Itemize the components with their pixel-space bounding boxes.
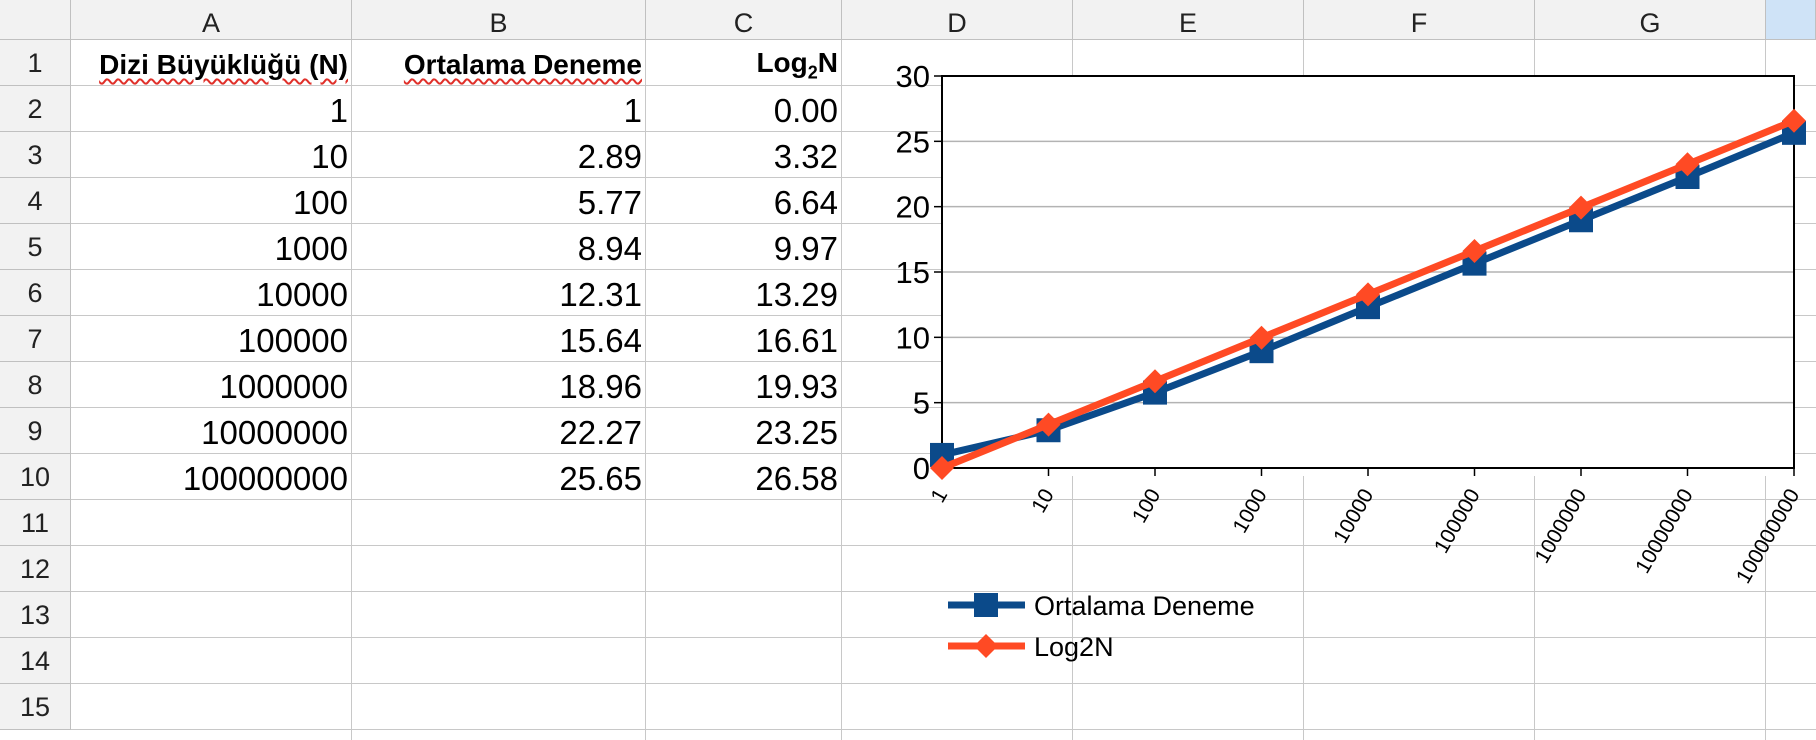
column-header-g[interactable]: G (1535, 0, 1766, 40)
cell-b10[interactable]: 25.65 (559, 460, 642, 497)
legend-square-icon (974, 593, 998, 617)
y-tick-label: 15 (896, 255, 930, 290)
row-header-6[interactable]: 6 (0, 270, 71, 316)
column-header-e[interactable]: E (1073, 0, 1304, 40)
cell-a1[interactable]: Dizi Büyüklüğü (N) (71, 40, 352, 86)
cell-b1[interactable]: Ortalama Deneme (352, 40, 646, 86)
diamond-marker (1356, 282, 1380, 307)
x-tick-label: 1000 (1229, 485, 1272, 537)
cell-c4[interactable]: 6.64 (773, 184, 838, 221)
row-gridline (71, 545, 1816, 546)
x-tick-label: 100000 (1430, 485, 1485, 557)
cell-a4[interactable]: 100 (292, 184, 348, 221)
column-header-next[interactable] (1766, 0, 1816, 40)
diamond-marker (1036, 412, 1061, 437)
diamond-marker (1249, 325, 1274, 350)
row-header-4[interactable]: 4 (0, 178, 71, 224)
header-avg-label: Ortalama Deneme (403, 49, 642, 80)
cell-b5[interactable]: 8.94 (577, 230, 642, 267)
cell-b7[interactable]: 15.64 (559, 322, 642, 359)
column-header-a[interactable]: A (71, 0, 352, 40)
cell-c5[interactable]: 9.97 (773, 230, 838, 267)
column-gridline (645, 40, 646, 740)
row-header-7[interactable]: 7 (0, 316, 71, 362)
column-gridline (351, 40, 352, 740)
cell-a8[interactable]: 1000000 (219, 368, 348, 405)
diamond-marker (1462, 238, 1487, 263)
x-tick-label: 10 (1027, 485, 1059, 517)
row-header-14[interactable]: 14 (0, 638, 71, 684)
header-size-label: Dizi Büyüklüğü (N) (99, 49, 348, 80)
cell-b6[interactable]: 12.31 (559, 276, 642, 313)
cell-a9[interactable]: 10000000 (201, 414, 348, 451)
cell-c6[interactable]: 13.29 (755, 276, 838, 313)
cell-c1[interactable]: Log2N (646, 40, 842, 86)
cell-a6[interactable]: 10000 (256, 276, 348, 313)
cell-b4[interactable]: 5.77 (577, 184, 642, 221)
row-header-2[interactable]: 2 (0, 86, 71, 132)
select-all-corner[interactable] (0, 0, 71, 40)
diamond-marker (1782, 108, 1806, 133)
row-header-8[interactable]: 8 (0, 362, 71, 408)
legend-label: Log2N (1034, 632, 1114, 662)
header-log-n: N (817, 47, 838, 78)
x-tick-label: 1 (927, 485, 953, 507)
row-gridline (71, 591, 1816, 592)
row-header-13[interactable]: 13 (0, 592, 71, 638)
y-tick-label: 5 (913, 386, 930, 421)
cell-c9[interactable]: 23.25 (755, 414, 838, 451)
row-header-12[interactable]: 12 (0, 546, 71, 592)
cell-a5[interactable]: 1000 (274, 230, 348, 267)
row-gridline (71, 683, 1816, 684)
cell-c2[interactable]: 0.00 (773, 92, 838, 129)
header-log-subscript: 2 (807, 62, 818, 83)
y-tick-label: 20 (896, 190, 930, 225)
row-header-15[interactable]: 15 (0, 684, 71, 730)
cell-a10[interactable]: 100000000 (182, 460, 348, 497)
x-tick-label: 100 (1128, 485, 1165, 527)
x-tick-label: 10000 (1329, 485, 1378, 547)
column-gridline (841, 40, 842, 740)
row-gridline (71, 729, 1816, 730)
cell-b2[interactable]: 1 (623, 92, 642, 129)
row-header-9[interactable]: 9 (0, 408, 71, 454)
row-gridline (71, 499, 1816, 500)
cell-a2[interactable]: 1 (329, 92, 348, 129)
y-tick-label: 10 (896, 320, 930, 355)
y-tick-label: 30 (896, 59, 930, 94)
row-gridline (71, 637, 1816, 638)
x-tick-label: 100000000 (1732, 485, 1804, 588)
column-header-c[interactable]: C (646, 0, 842, 40)
row-header-5[interactable]: 5 (0, 224, 71, 270)
cell-a7[interactable]: 100000 (237, 322, 348, 359)
row-header-11[interactable]: 11 (0, 500, 71, 546)
column-header-d[interactable]: D (842, 0, 1073, 40)
row-header-1[interactable]: 1 (0, 40, 71, 86)
cell-b9[interactable]: 22.27 (559, 414, 642, 451)
column-header-f[interactable]: F (1304, 0, 1535, 40)
cell-c8[interactable]: 19.93 (755, 368, 838, 405)
y-tick-label: 0 (913, 451, 930, 486)
row-header-10[interactable]: 10 (0, 454, 71, 500)
cell-c10[interactable]: 26.58 (755, 460, 838, 497)
legend-label: Ortalama Deneme (1034, 591, 1255, 621)
cell-b8[interactable]: 18.96 (559, 368, 642, 405)
diamond-marker (1143, 369, 1167, 394)
legend-diamond-icon (974, 634, 998, 658)
cell-c3[interactable]: 3.32 (773, 138, 838, 175)
cell-b3[interactable]: 2.89 (577, 138, 642, 175)
column-header-b[interactable]: B (352, 0, 646, 40)
y-tick-label: 25 (896, 124, 930, 159)
diamond-marker (1569, 195, 1593, 220)
header-log-label: Log (756, 47, 808, 78)
diamond-marker (930, 456, 954, 480)
cell-c7[interactable]: 16.61 (755, 322, 838, 359)
diamond-marker (1675, 152, 1700, 177)
cell-a3[interactable]: 10 (311, 138, 348, 175)
row-header-3[interactable]: 3 (0, 132, 71, 178)
x-tick-label: 1000000 (1531, 485, 1592, 567)
x-tick-label: 10000000 (1631, 485, 1698, 577)
